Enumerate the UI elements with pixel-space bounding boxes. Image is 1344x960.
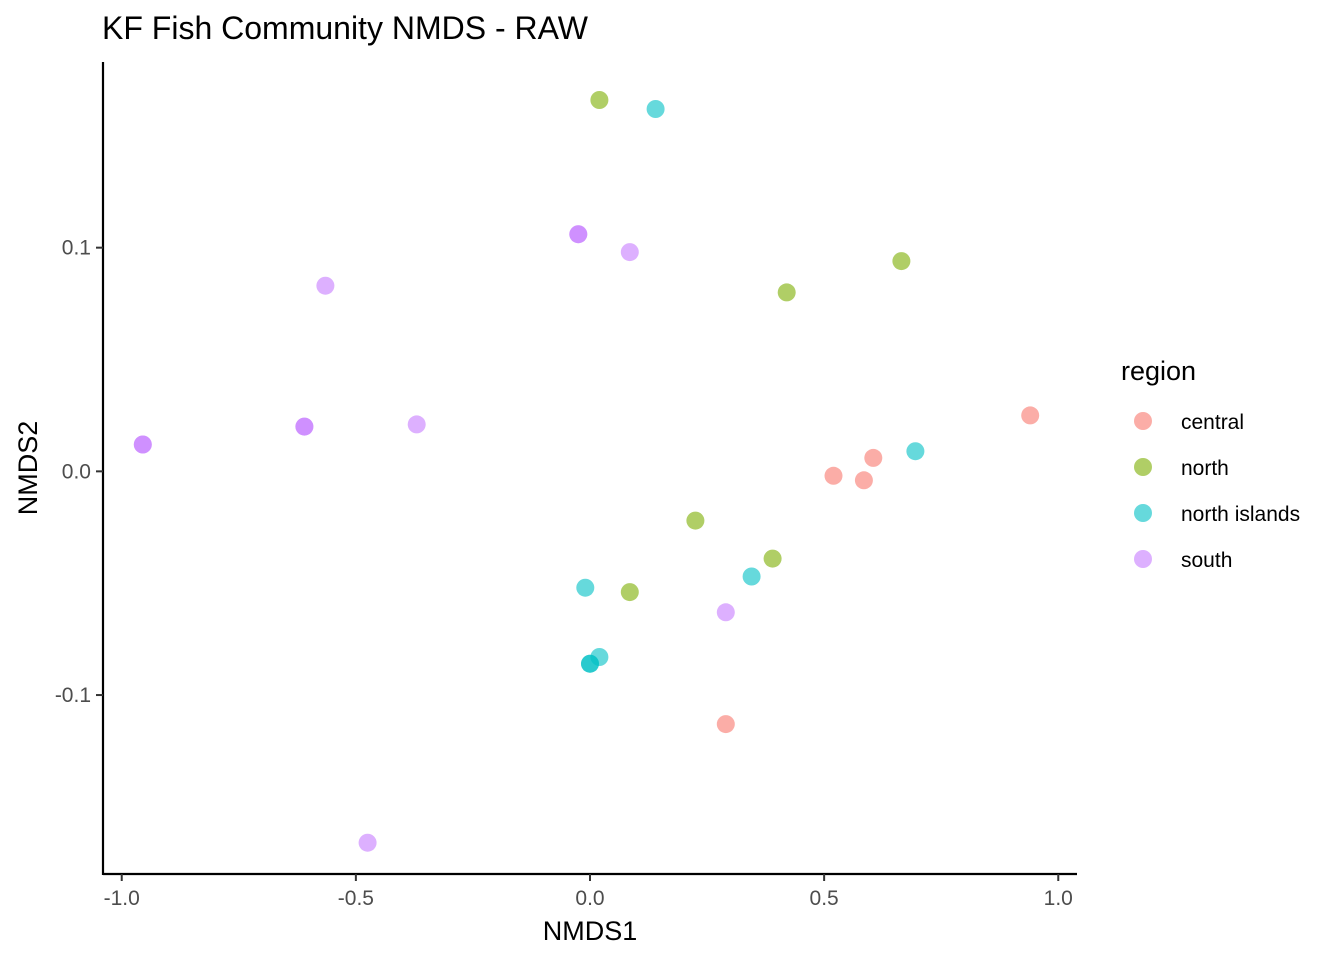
points-layer xyxy=(133,91,1040,852)
legend-key-north xyxy=(1134,458,1152,476)
point-south-7 xyxy=(407,415,426,434)
x-axis-title: NMDS1 xyxy=(543,916,638,946)
legend-title: region xyxy=(1121,356,1196,386)
x-tick-label: -1.0 xyxy=(104,887,140,910)
point-north-islands-4 xyxy=(576,578,595,597)
x-tick-label: 0.5 xyxy=(810,887,839,910)
point-central-1 xyxy=(1021,406,1040,425)
point-north-islands-3 xyxy=(742,567,761,586)
plot-area: -1.0 -0.5 0.0 0.5 1.0 -0.1 0.0 0.1 xyxy=(55,62,1077,910)
y-tick-label: -0.1 xyxy=(55,684,91,707)
point-north-islands-2 xyxy=(906,442,925,461)
legend: region central north north islands south xyxy=(1121,356,1300,572)
chart-title: KF Fish Community NMDS - RAW xyxy=(102,10,589,46)
point-south-4 xyxy=(316,276,335,295)
point-south-9 xyxy=(133,435,152,454)
legend-key-south xyxy=(1134,550,1152,568)
x-tick-label: 1.0 xyxy=(1044,887,1073,910)
legend-label-south: south xyxy=(1181,549,1232,572)
legend-items: central north north islands south xyxy=(1134,411,1300,572)
point-north-4 xyxy=(686,511,705,530)
point-central-2 xyxy=(864,448,883,467)
legend-label-north: north xyxy=(1181,457,1229,480)
point-north-6 xyxy=(620,583,639,602)
point-north-1 xyxy=(590,91,609,109)
point-central-4 xyxy=(854,471,873,490)
point-north-2 xyxy=(892,252,911,271)
point-south-6 xyxy=(295,417,314,436)
point-south-2 xyxy=(569,225,588,244)
legend-key-north-islands xyxy=(1134,504,1152,522)
point-north-3 xyxy=(777,283,796,302)
y-axis-ticks: -0.1 0.0 0.1 xyxy=(55,237,103,707)
x-tick-label: 0.0 xyxy=(575,887,604,910)
x-axis-ticks: -1.0 -0.5 0.0 0.5 1.0 xyxy=(104,874,1073,910)
point-south-11 xyxy=(358,833,377,852)
point-north-islands-7 xyxy=(581,654,599,673)
y-tick-label: 0.0 xyxy=(62,460,91,483)
point-north-5 xyxy=(763,549,782,568)
point-central-3 xyxy=(824,466,843,485)
point-central-5 xyxy=(716,715,735,734)
y-axis-title: NMDS2 xyxy=(13,421,43,516)
point-north-islands-1 xyxy=(646,100,665,118)
y-tick-label: 0.1 xyxy=(62,237,91,260)
x-tick-label: -0.5 xyxy=(338,887,374,910)
legend-label-central: central xyxy=(1181,411,1244,434)
point-south-10 xyxy=(716,603,735,622)
legend-key-central xyxy=(1134,412,1152,430)
point-south-3 xyxy=(620,243,639,262)
legend-label-north-islands: north islands xyxy=(1181,503,1300,526)
